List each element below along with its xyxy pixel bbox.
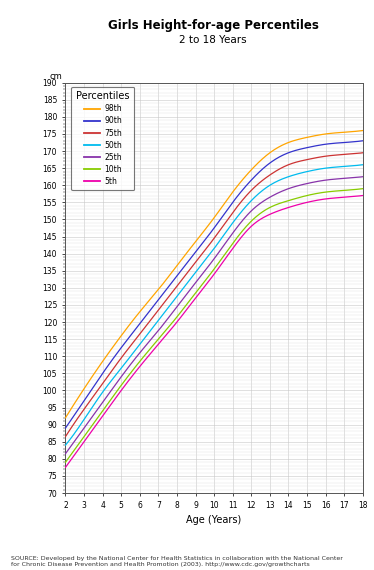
Text: cm: cm <box>50 72 62 80</box>
X-axis label: Age (Years): Age (Years) <box>187 515 242 524</box>
Text: 2 to 18 Years: 2 to 18 Years <box>180 35 247 45</box>
Text: Girls Height-for-age Percentiles: Girls Height-for-age Percentiles <box>108 19 319 32</box>
Text: SOURCE: Developed by the National Center for Health Statistics in collaboration : SOURCE: Developed by the National Center… <box>11 556 343 567</box>
Legend: 98th, 90th, 75th, 50th, 25th, 10th, 5th: 98th, 90th, 75th, 50th, 25th, 10th, 5th <box>71 87 134 190</box>
